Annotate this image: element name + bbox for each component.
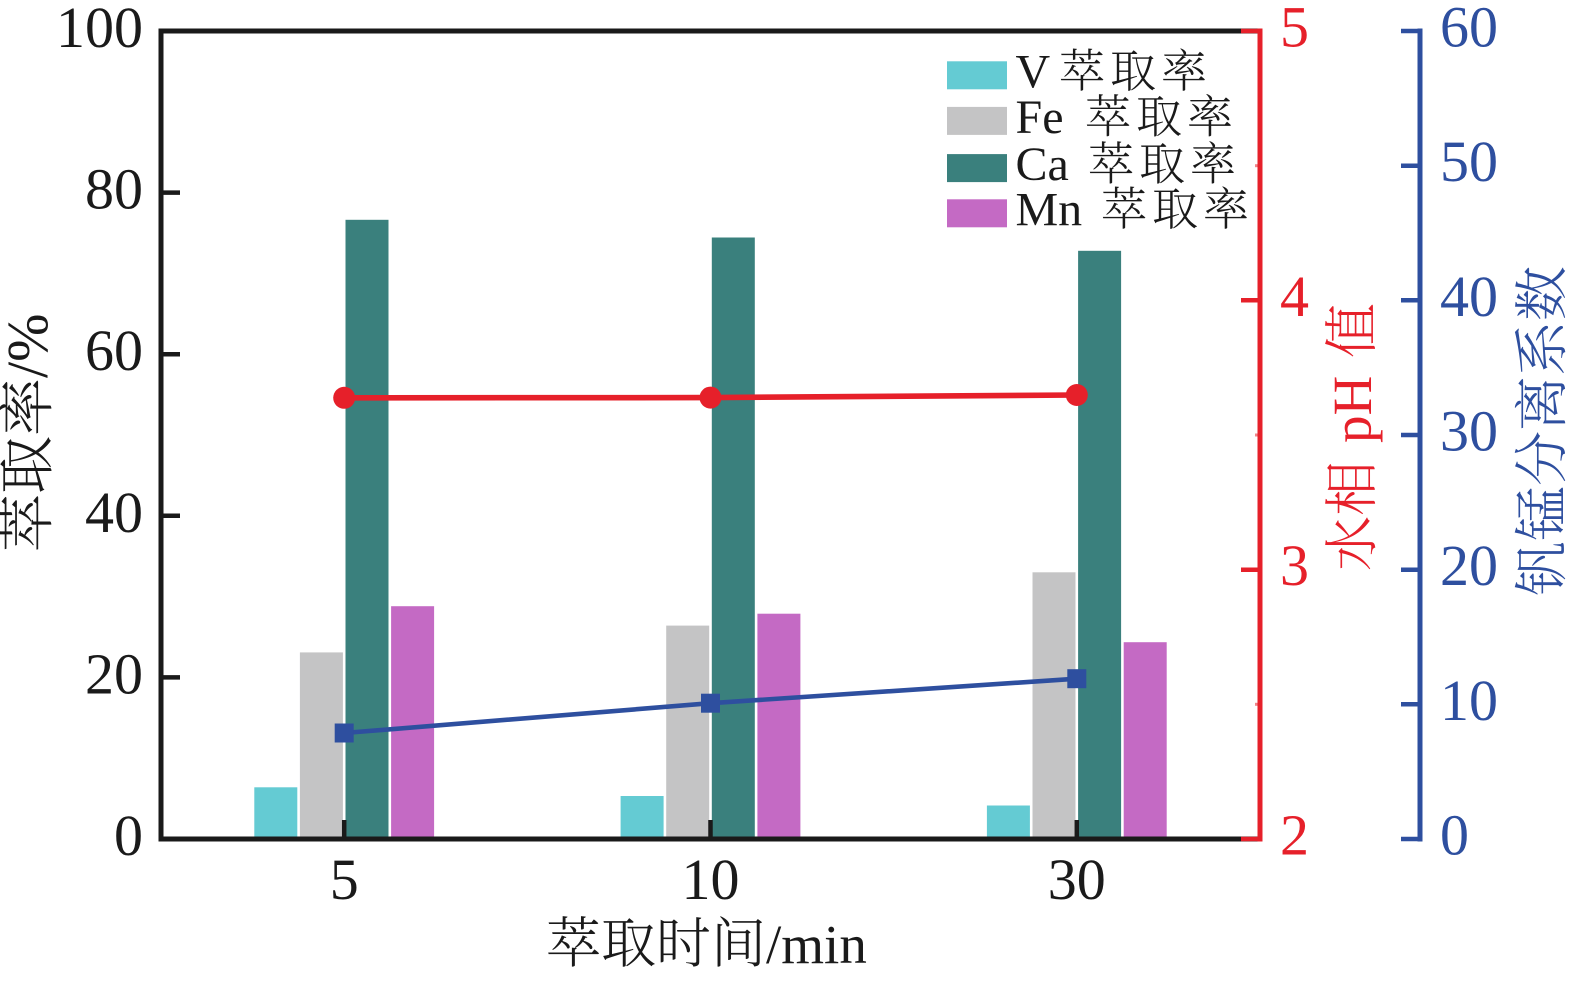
svg-text:30: 30 <box>1048 847 1106 912</box>
svg-text:3: 3 <box>1280 533 1309 598</box>
svg-text:Fe: Fe <box>1016 91 1064 144</box>
svg-text:20: 20 <box>1440 533 1498 598</box>
svg-text:2: 2 <box>1280 803 1309 868</box>
svg-text:/min: /min <box>766 914 867 975</box>
svg-text:20: 20 <box>85 641 143 706</box>
svg-text:40: 40 <box>85 480 143 545</box>
svg-text:0: 0 <box>1440 803 1469 868</box>
svg-text:0: 0 <box>114 803 143 868</box>
svg-text:10: 10 <box>682 847 740 912</box>
svg-text:30: 30 <box>1440 399 1498 464</box>
svg-text:50: 50 <box>1440 129 1498 194</box>
svg-text:pH: pH <box>1322 376 1383 443</box>
svg-text:60: 60 <box>1440 0 1498 60</box>
svg-text:/%: /% <box>0 314 60 378</box>
svg-text:V: V <box>1016 45 1051 98</box>
svg-text:4: 4 <box>1280 264 1309 329</box>
svg-text:5: 5 <box>330 847 359 912</box>
svg-text:60: 60 <box>85 318 143 383</box>
svg-text:5: 5 <box>1280 0 1309 60</box>
svg-text:100: 100 <box>56 0 143 60</box>
svg-text:Ca: Ca <box>1016 138 1069 191</box>
svg-text:40: 40 <box>1440 264 1498 329</box>
svg-text:Mn: Mn <box>1016 183 1083 236</box>
svg-text:80: 80 <box>85 157 143 222</box>
svg-text:10: 10 <box>1440 668 1498 733</box>
